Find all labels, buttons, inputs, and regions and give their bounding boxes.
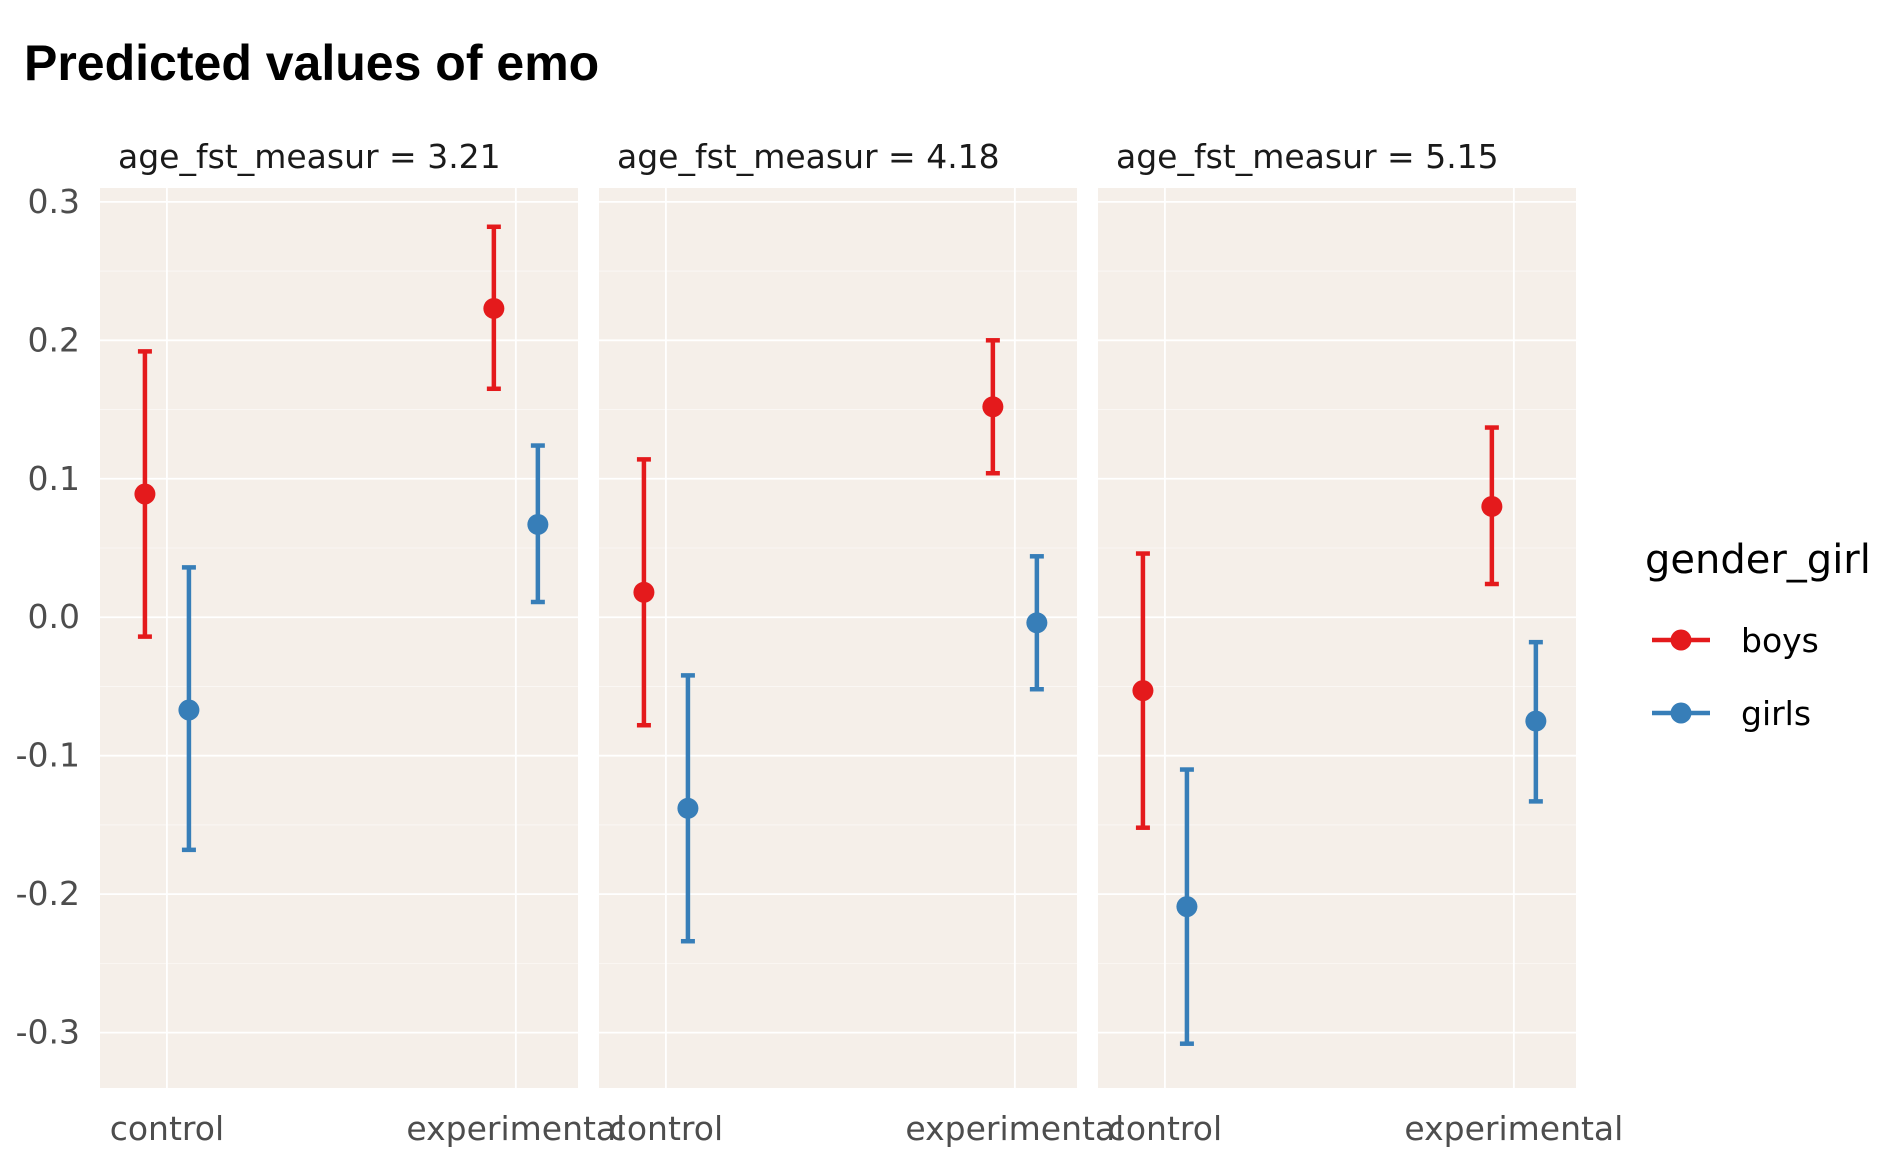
data-point (1132, 680, 1154, 702)
data-point (677, 797, 699, 819)
x-tick-label: control (110, 1109, 224, 1148)
data-point (982, 396, 1004, 418)
x-tick-label: experimental (406, 1109, 625, 1148)
panel-background (599, 188, 1077, 1088)
data-point (1481, 495, 1503, 517)
facet-strip-label: age_fst_measur = 4.18 (617, 137, 1000, 176)
y-tick-label: 0.2 (28, 320, 80, 359)
data-point (134, 483, 156, 505)
legend-entry-label: boys (1741, 621, 1819, 660)
facet-panel: age_fst_measur = 4.18 control experimental (599, 137, 1124, 1148)
legend-key-point (1670, 629, 1692, 651)
data-point (483, 297, 505, 319)
y-tick-label: 0.1 (28, 459, 80, 498)
panel-background (100, 188, 578, 1088)
legend-entry-label: girls (1741, 694, 1811, 733)
legend-title: gender_girl (1645, 537, 1871, 583)
y-tick-label: 0.0 (28, 597, 80, 636)
facet-panel: age_fst_measur = 5.15 control experimental (1098, 137, 1623, 1148)
x-tick-label: control (609, 1109, 723, 1148)
y-tick-label: -0.3 (16, 1013, 80, 1052)
data-point (1026, 612, 1048, 634)
panels-layer: 0.3 0.2 0.1 0.0 -0.1 -0.2 -0.3 age_fst_measur =… (16, 137, 1624, 1148)
chart-title: Predicted values of emo (24, 35, 599, 91)
x-tick-label: experimental (905, 1109, 1124, 1148)
facet-panel: age_fst_measur = 3.21 control experimental (100, 137, 625, 1148)
facet-strip-label: age_fst_measur = 5.15 (1116, 137, 1499, 176)
x-tick-label: control (1108, 1109, 1222, 1148)
data-point (1176, 896, 1198, 918)
legend: gender_girl boys girls (1645, 537, 1871, 733)
x-tick-label: experimental (1404, 1109, 1623, 1148)
panel-background (1098, 188, 1576, 1088)
data-point (527, 513, 549, 535)
data-point (633, 581, 655, 603)
legend-key-point (1670, 702, 1692, 724)
data-point (178, 699, 200, 721)
data-point (1525, 710, 1547, 732)
y-tick-label: 0.3 (28, 182, 80, 221)
y-tick-label: -0.2 (16, 874, 80, 913)
y-tick-label: -0.1 (16, 736, 80, 775)
facet-strip-label: age_fst_measur = 3.21 (118, 137, 501, 176)
